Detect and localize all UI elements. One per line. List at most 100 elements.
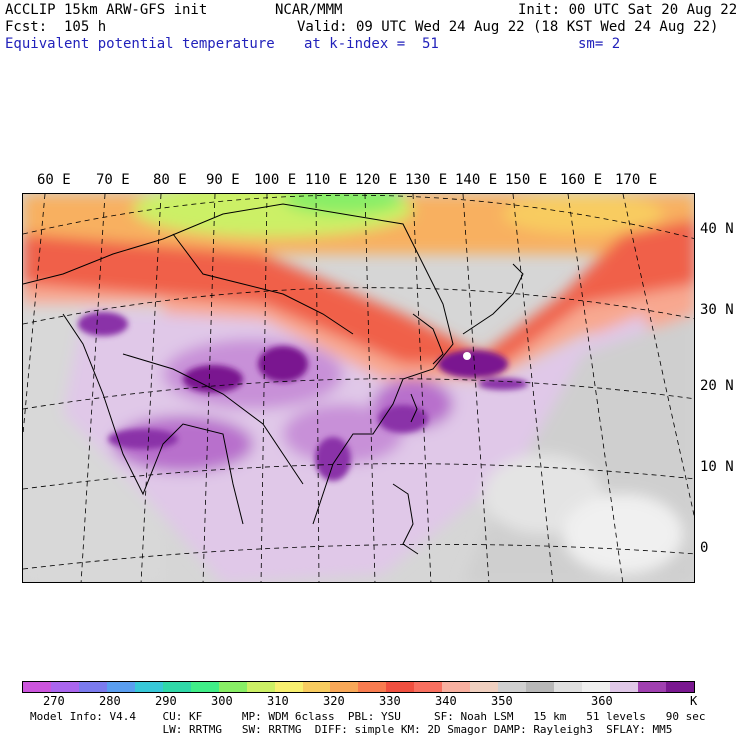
colorbar-label: 290 (155, 694, 177, 708)
colorbar-swatch (665, 682, 694, 692)
colorbar-swatch (582, 682, 611, 692)
philippines-coast (392, 483, 419, 555)
field-name: Equivalent potential temperature (5, 36, 275, 52)
lon-line (462, 194, 490, 582)
colorbar-label: 310 (267, 694, 289, 708)
lon-label: 80 E (153, 172, 187, 188)
colorbar-swatch (386, 682, 415, 692)
lon-label: 140 E (455, 172, 498, 188)
model-title: ACCLIP 15km ARW-GFS init (5, 2, 208, 18)
forecast-hour: Fcst: 105 h (5, 19, 107, 35)
colorbar-swatch (330, 682, 359, 692)
lon-label: 160 E (560, 172, 603, 188)
colorbar-label: 350 (491, 694, 513, 708)
colorbar-swatch (526, 682, 555, 692)
colorbar-swatch (190, 682, 219, 692)
colorbar (22, 681, 695, 693)
colorbar-label: 340 (435, 694, 457, 708)
lat-label: 20 N (700, 378, 734, 394)
colorbar-swatch (106, 682, 135, 692)
korea-coast (412, 313, 444, 365)
colorbar-swatch (358, 682, 387, 692)
colorbar-swatch (470, 682, 499, 692)
pink-band (23, 284, 694, 379)
colorbar-swatch (554, 682, 583, 692)
lon-line (622, 194, 694, 517)
lon-label: 170 E (615, 172, 658, 188)
colorbar-swatch (302, 682, 331, 692)
map-field (23, 194, 694, 582)
lon-label: 130 E (405, 172, 448, 188)
east-white (563, 494, 683, 574)
colorbar-swatch (162, 682, 191, 692)
lat-label: 10 N (700, 459, 734, 475)
lat-line-10 (23, 463, 694, 490)
core-4 (108, 429, 178, 449)
core-3 (258, 346, 308, 382)
core-2 (183, 365, 243, 393)
colorbar-label: 300 (211, 694, 233, 708)
lon-label: 110 E (305, 172, 348, 188)
colorbar-swatch (637, 682, 666, 692)
lon-line (202, 194, 216, 582)
lon-label: 100 E (254, 172, 297, 188)
lon-label: 70 E (96, 172, 130, 188)
lon-line (315, 194, 320, 582)
colorbar-swatch (414, 682, 443, 692)
org-label: NCAR/MMM (275, 2, 343, 18)
lon-line (140, 194, 162, 582)
lon-line (567, 194, 624, 582)
colorbar-swatch (23, 682, 51, 692)
purple-indochina (283, 404, 403, 464)
colorbar-swatch (78, 682, 107, 692)
colorbar-label: 280 (99, 694, 121, 708)
colorbar-swatch (274, 682, 303, 692)
colorbar-swatch (610, 682, 638, 692)
model-info-line-1: Model Info: V4.4 CU: KF MP: WDM 6class P… (30, 710, 706, 723)
colorbar-label: 270 (43, 694, 65, 708)
core-typhoon-tail (478, 378, 528, 390)
red-band (23, 219, 694, 364)
border-line (172, 233, 354, 335)
lat-line-20 (23, 378, 694, 410)
valid-time: Valid: 09 UTC Wed 24 Aug 22 (18 KST Wed … (297, 19, 719, 35)
taiwan-coast (410, 393, 418, 423)
japan-coast (462, 263, 524, 335)
yellow-patch (503, 194, 663, 234)
india-coast (62, 313, 244, 525)
level-label: at k-index = 51 (304, 36, 439, 52)
colorbar-label: 330 (379, 694, 401, 708)
lat-label: 0 (700, 540, 709, 556)
core-1 (78, 312, 128, 336)
init-time: Init: 00 UTC Sat 20 Aug 22 (518, 2, 738, 18)
model-info-line-2: LW: RRTMG SW: RRTMG DIFF: simple KM: 2D … (30, 723, 673, 736)
core-6 (378, 405, 428, 433)
lon-label: 150 E (505, 172, 548, 188)
lat-label: 40 N (700, 221, 734, 237)
typhoon-eye (463, 352, 471, 360)
graticule (23, 194, 694, 582)
colorbar-swatch (50, 682, 79, 692)
lon-label: 90 E (206, 172, 240, 188)
lon-label: 120 E (355, 172, 398, 188)
lon-line (23, 194, 46, 435)
asia-coast (23, 203, 454, 525)
lon-line (364, 194, 376, 582)
colorbar-swatch (246, 682, 275, 692)
colorbar-swatch (498, 682, 527, 692)
colorbar-label: 320 (323, 694, 345, 708)
lon-label: 60 E (37, 172, 71, 188)
core-5 (315, 437, 351, 481)
colorbar-unit: K (690, 694, 698, 708)
theta-e-map (22, 193, 695, 583)
coastlines (23, 203, 524, 555)
lon-line (512, 194, 554, 582)
colorbar-swatch (442, 682, 471, 692)
lon-line (412, 194, 432, 582)
core-typhoon (438, 350, 508, 378)
lat-line-0 (23, 543, 694, 570)
lat-label: 30 N (700, 302, 734, 318)
smoothing-label: sm= 2 (578, 36, 621, 52)
colorbar-swatch (218, 682, 247, 692)
lon-line (260, 194, 268, 582)
